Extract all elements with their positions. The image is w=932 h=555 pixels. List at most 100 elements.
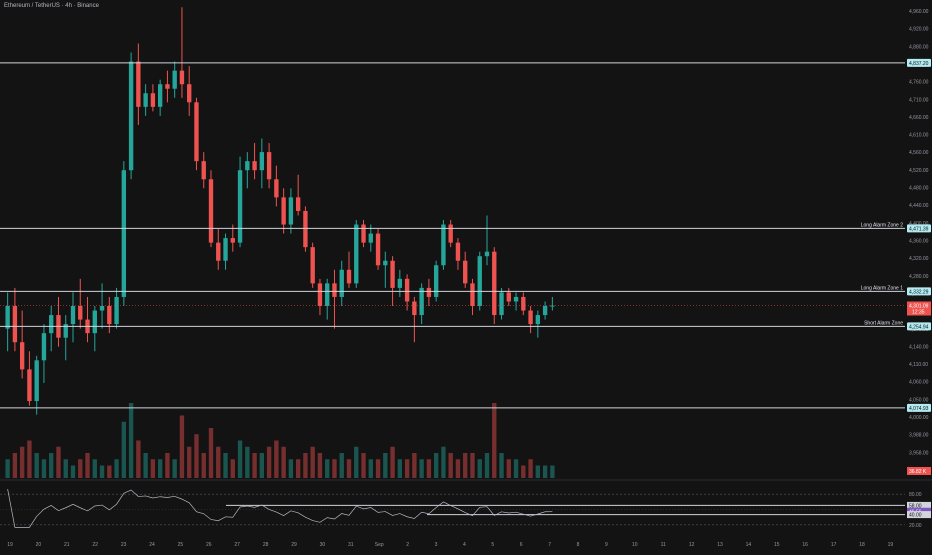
candle-body	[266, 152, 272, 180]
volume-bar	[128, 403, 134, 478]
volume-bar	[49, 453, 54, 478]
candle-body	[49, 315, 54, 334]
volume-bar	[121, 421, 127, 478]
volume-bar	[179, 415, 185, 478]
candle-body	[390, 260, 395, 288]
volume-bar	[63, 459, 68, 478]
x-tick-label: 15	[774, 542, 780, 548]
volume-bar	[521, 465, 526, 478]
x-tick-label: 9	[605, 542, 608, 548]
candle-body	[201, 161, 206, 180]
candle-body	[165, 84, 170, 89]
x-tick-label: 23	[121, 542, 127, 548]
current-price-tag	[907, 301, 931, 316]
rsi-tag-text: 58.00	[909, 503, 922, 509]
level-price-tag	[907, 322, 931, 331]
x-tick-label: 31	[348, 542, 354, 548]
level-price-tag	[907, 224, 931, 233]
y-tick-label: 3,988.00	[909, 433, 929, 439]
volume-bar	[412, 453, 417, 478]
chart-title: Ethereum / TetherUS · 4h · Binance	[4, 3, 99, 9]
candle-body	[194, 102, 199, 162]
y-tick-label: 3,958.00	[909, 450, 929, 456]
candle-body	[12, 306, 18, 343]
y-tick-label: 4,480.00	[909, 186, 929, 192]
level-price-text: 4,837.20	[909, 61, 929, 67]
candle-body	[368, 233, 373, 243]
candle-body	[484, 251, 490, 257]
volume-bar	[433, 453, 439, 478]
volume-bar	[70, 465, 76, 478]
candle-body	[245, 161, 250, 171]
candle-body	[521, 296, 526, 311]
candle-body	[216, 242, 221, 261]
candle-body	[535, 315, 541, 325]
candle-body	[136, 61, 141, 107]
current-price-text: 4,301.09	[909, 304, 929, 310]
volume-tag	[907, 467, 931, 475]
volume-bar	[542, 465, 548, 478]
candle-body	[317, 283, 323, 306]
volume-bar	[56, 446, 61, 478]
y-tick-label: 4,060.00	[909, 380, 929, 386]
y-tick-label: 4,880.00	[909, 44, 929, 50]
x-tick-label: 30	[320, 542, 326, 548]
rsi-line	[7, 489, 553, 528]
candle-body	[325, 283, 330, 306]
volume-bar	[41, 459, 47, 478]
volume-bar	[484, 453, 490, 478]
candle-body	[332, 283, 337, 297]
volume-bar	[528, 459, 533, 478]
x-tick-label: 10	[632, 542, 638, 548]
volume-bar	[535, 465, 541, 478]
volume-bar	[339, 453, 344, 478]
x-tick-label: Sep	[375, 542, 384, 548]
candle-body	[288, 197, 294, 225]
x-tick-label: 24	[149, 542, 155, 548]
candle-body	[346, 269, 352, 284]
candle-body	[499, 292, 504, 316]
volume-bar	[506, 459, 511, 478]
candle-body	[172, 70, 177, 89]
x-tick-label: 22	[92, 542, 98, 548]
level-label: Long Alarm Zone 2	[861, 222, 903, 228]
volume-bar	[455, 459, 461, 478]
y-tick-label: 4,400.00	[909, 221, 929, 227]
candle-body	[542, 306, 548, 316]
candle-body	[143, 93, 148, 107]
candle-body	[433, 265, 439, 297]
volume-bar	[245, 446, 250, 478]
candle-body	[223, 238, 228, 261]
volume-bar	[187, 446, 192, 478]
candle-body	[404, 278, 410, 302]
volume-bar	[448, 453, 453, 478]
rsi-tag-text: 80.00	[909, 492, 922, 498]
candle-body	[303, 210, 308, 248]
candle-body	[208, 179, 214, 243]
level-price-text: 4,332.29	[909, 289, 929, 295]
candle-body	[107, 306, 112, 325]
rsi-tag-text: 40.00	[909, 513, 922, 519]
volume-bar	[252, 453, 257, 478]
y-tick-label: 4,660.00	[909, 115, 929, 121]
volume-bar	[513, 459, 519, 478]
volume-bar	[346, 459, 352, 478]
volume-bar	[216, 446, 221, 478]
candle-body	[121, 170, 127, 297]
rsi-tag	[907, 490, 931, 498]
volume-bar	[397, 459, 403, 478]
volume-bar	[208, 428, 214, 478]
x-tick-label: 16	[802, 542, 808, 548]
x-tick-label: 3	[435, 542, 438, 548]
x-tick-label: 26	[206, 542, 212, 548]
candle-body	[412, 301, 417, 316]
candle-body	[550, 305, 555, 307]
x-tick-label: 20	[36, 542, 42, 548]
y-tick-label: 4,140.00	[909, 344, 929, 350]
volume-bar	[375, 459, 381, 478]
candle-body	[477, 256, 482, 306]
volume-bar	[368, 459, 373, 478]
volume-bar	[419, 459, 424, 478]
